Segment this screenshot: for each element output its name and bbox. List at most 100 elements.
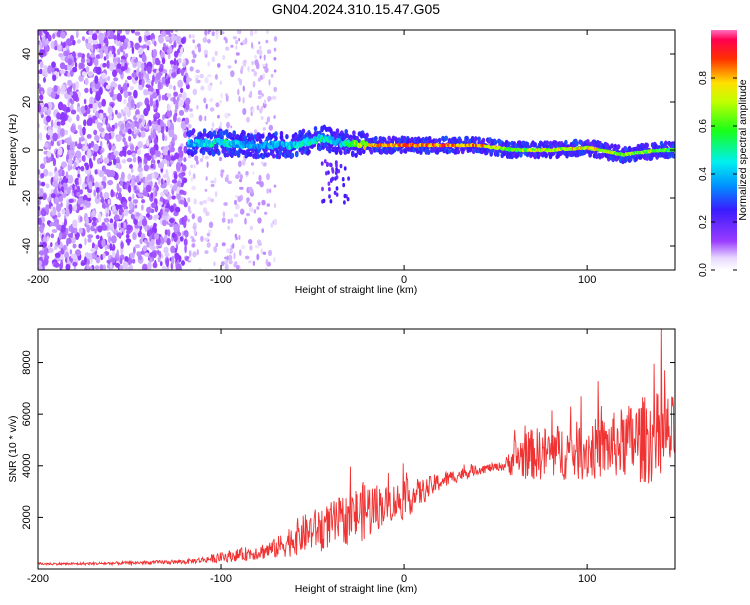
heatmap-cell: [86, 263, 90, 270]
heatmap-cell: [46, 235, 50, 242]
heatmap-cell: [80, 261, 86, 266]
heatmap-cell: [58, 53, 64, 58]
heatmap-cell: [225, 152, 230, 158]
heatmap-cell: [83, 98, 87, 105]
heatmap-cell: [115, 262, 120, 268]
heatmap-cell: [65, 263, 71, 270]
heatmap-cell: [215, 102, 220, 108]
heatmap-cell: [152, 127, 156, 137]
heatmap-cell: [74, 62, 78, 68]
heatmap-cell: [266, 49, 272, 55]
spectrogram-y-axis-label: Frequency (Hz): [7, 114, 19, 186]
heatmap-cell: [57, 212, 61, 218]
heatmap-cell: [106, 264, 110, 269]
heatmap-cell: [123, 99, 127, 104]
heatmap-cell: [256, 253, 260, 261]
heatmap-cell: [347, 176, 350, 181]
heatmap-cell: [167, 104, 171, 112]
heatmap-cell: [271, 95, 277, 101]
heatmap-cell: [116, 112, 122, 119]
heatmap-cell: [149, 234, 153, 241]
heatmap-cell: [108, 30, 115, 40]
heatmap-cell: [212, 130, 217, 136]
heatmap-cell: [260, 248, 264, 255]
heatmap-cell: [138, 170, 143, 179]
heatmap-cell: [249, 225, 254, 231]
heatmap-cell: [173, 85, 176, 91]
heatmap-cell: [225, 38, 228, 44]
heatmap-cell: [261, 199, 266, 206]
heatmap-cell: [95, 66, 102, 75]
heatmap-cell: [259, 45, 262, 50]
heatmap-cell: [444, 135, 449, 141]
heatmap-cell: [249, 207, 254, 213]
heatmap-cell: [227, 180, 232, 184]
heatmap-cell: [117, 192, 122, 201]
heatmap-cell: [261, 93, 264, 97]
heatmap-cell: [265, 63, 268, 69]
heatmap-cell: [323, 159, 327, 164]
heatmap-cell: [158, 200, 163, 206]
heatmap-cell: [236, 30, 240, 35]
heatmap-cell: [122, 112, 127, 117]
heatmap-cell: [38, 217, 42, 225]
heatmap-cell: [67, 71, 71, 78]
heatmap-cell: [90, 225, 95, 232]
heatmap-cell: [158, 67, 164, 72]
heatmap-cell: [132, 156, 137, 163]
heatmap-cell: [265, 258, 269, 266]
heatmap-cell: [256, 181, 261, 185]
heatmap-cell: [177, 79, 184, 88]
heatmap-cell: [176, 263, 182, 270]
heatmap-cell: [119, 257, 123, 265]
heatmap-cell: [119, 181, 124, 186]
heatmap-cell: [171, 255, 175, 265]
heatmap-cell: [84, 138, 88, 147]
heatmap-cell: [38, 169, 41, 175]
heatmap-cell: [125, 30, 130, 35]
y-tick-label: 0: [21, 147, 33, 153]
heatmap-cell: [99, 264, 104, 270]
heatmap-cell: [56, 121, 61, 126]
heatmap-cell: [456, 149, 461, 155]
heatmap-cell: [533, 142, 537, 148]
heatmap-cell: [137, 47, 144, 55]
heatmap-cell: [89, 96, 95, 106]
heatmap-cell: [145, 40, 152, 46]
heatmap-cell: [257, 202, 261, 206]
heatmap-cell: [259, 75, 264, 80]
heatmap-cell: [61, 192, 67, 198]
heatmap-cell: [164, 208, 170, 213]
heatmap-cell: [358, 150, 363, 156]
heatmap-cell: [91, 33, 98, 41]
y-tick-label: 2000: [21, 505, 33, 529]
heatmap-cell: [120, 66, 126, 72]
heatmap-cell: [251, 42, 254, 49]
heatmap-cell: [54, 39, 58, 47]
heatmap-cell: [178, 98, 184, 107]
heatmap-cell: [120, 241, 124, 249]
heatmap-cell: [192, 251, 197, 258]
heatmap-cell: [261, 228, 265, 234]
heatmap-cell: [525, 141, 530, 147]
heatmap-cell: [330, 177, 333, 182]
heatmap-cell: [268, 79, 271, 86]
heatmap-cell: [103, 133, 110, 141]
heatmap-cell: [127, 184, 132, 193]
heatmap-cell: [179, 189, 185, 195]
heatmap-cell: [75, 150, 82, 159]
heatmap-cell: [73, 204, 78, 211]
heatmap-cell: [205, 103, 208, 110]
heatmap-cell: [67, 99, 70, 108]
heatmap-cell: [141, 204, 144, 211]
heatmap-cell: [116, 92, 122, 102]
heatmap-cell: [112, 145, 117, 150]
heatmap-cell: [107, 126, 112, 133]
heatmap-cell: [226, 174, 229, 178]
heatmap-cell: [100, 140, 103, 148]
heatmap-cell: [335, 128, 340, 134]
heatmap-cell: [247, 65, 250, 72]
heatmap-cell: [346, 197, 350, 202]
heatmap-cell: [273, 57, 277, 61]
heatmap-cell: [273, 115, 276, 119]
